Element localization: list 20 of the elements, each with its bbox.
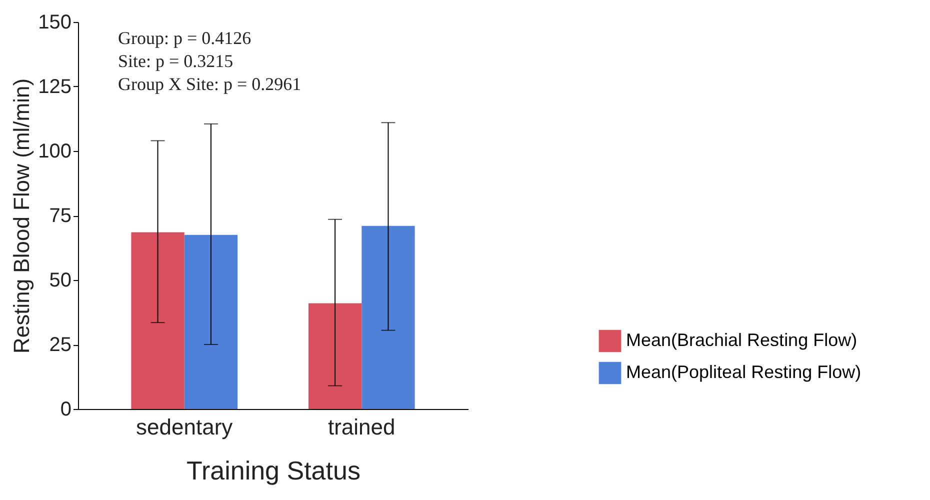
y-tick-label: 125 [38, 76, 72, 98]
annotation: Site: p = 0.3215 [118, 51, 234, 71]
annotation: Group X Site: p = 0.2961 [118, 74, 302, 94]
y-axis-title: Resting Blood Flow (ml/min) [9, 78, 34, 354]
bar [131, 232, 184, 409]
x-tick-label: sedentary [136, 414, 233, 440]
legend-label: Mean(Popliteal Resting Flow) [626, 362, 862, 382]
x-tick-label: trained [328, 414, 396, 440]
legend-label: Mean(Brachial Resting Flow) [626, 330, 858, 350]
x-axis-title: Training Status [186, 456, 360, 486]
y-tick-label: 0 [60, 398, 72, 420]
y-tick-label: 25 [49, 334, 72, 356]
y-tick-label: 75 [49, 205, 72, 227]
y-tick-label: 100 [38, 140, 72, 162]
bar [362, 226, 415, 409]
annotation: Group: p = 0.4126 [118, 28, 252, 48]
y-tick-label: 50 [49, 270, 72, 292]
y-tick-label: 150 [38, 12, 72, 34]
bar [308, 303, 362, 409]
bar [184, 234, 238, 409]
